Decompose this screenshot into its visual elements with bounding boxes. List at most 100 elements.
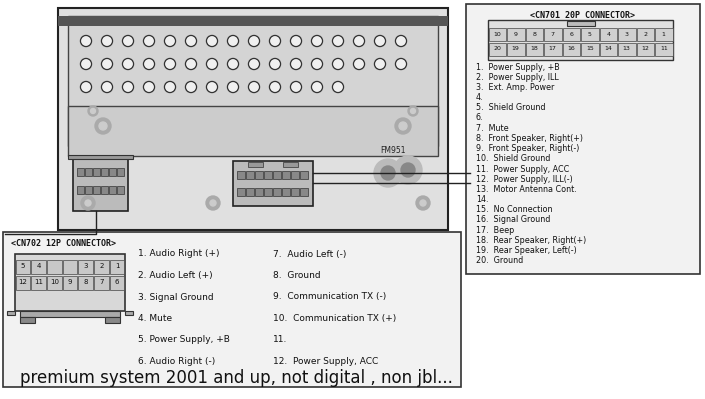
Circle shape	[250, 37, 258, 45]
Text: 13: 13	[623, 47, 631, 51]
Bar	[85, 168, 92, 176]
Text: 4.: 4.	[476, 93, 484, 102]
Text: 7.  Mute: 7. Mute	[476, 124, 508, 133]
Text: 2: 2	[643, 32, 647, 36]
Text: 5: 5	[20, 263, 25, 269]
Circle shape	[334, 37, 342, 45]
Circle shape	[229, 60, 237, 68]
Text: 14: 14	[604, 47, 612, 51]
Text: 11: 11	[660, 47, 668, 51]
Bar	[264, 171, 272, 179]
Bar	[20, 317, 35, 323]
Bar	[47, 276, 61, 290]
Bar	[68, 155, 133, 159]
Bar	[85, 186, 92, 194]
Circle shape	[395, 118, 411, 134]
Circle shape	[88, 106, 98, 116]
Circle shape	[145, 60, 153, 68]
Circle shape	[206, 196, 220, 210]
Circle shape	[381, 166, 395, 180]
Bar	[110, 260, 125, 274]
Bar	[31, 260, 46, 274]
Bar	[58, 16, 448, 26]
Circle shape	[187, 60, 195, 68]
Bar	[264, 188, 272, 196]
Text: 8.  Ground: 8. Ground	[273, 271, 321, 280]
Text: 17: 17	[548, 47, 557, 51]
Text: 3.  Ext. Amp. Power: 3. Ext. Amp. Power	[476, 83, 554, 92]
Text: premium system 2001 and up, not digital , non jbl...: premium system 2001 and up, not digital …	[20, 369, 453, 387]
Circle shape	[166, 83, 174, 91]
Bar	[109, 186, 116, 194]
Bar	[20, 311, 120, 317]
Text: 13.  Motor Antenna Cont.: 13. Motor Antenna Cont.	[476, 185, 577, 194]
Text: 4: 4	[37, 263, 41, 269]
Circle shape	[292, 60, 300, 68]
Bar	[282, 171, 290, 179]
Text: 7: 7	[99, 280, 104, 286]
Text: 5.  Shield Ground: 5. Shield Ground	[476, 103, 546, 112]
Circle shape	[355, 37, 363, 45]
Text: 9.  Front Speaker, Right(-): 9. Front Speaker, Right(-)	[476, 144, 580, 153]
Bar	[489, 43, 506, 56]
Circle shape	[124, 83, 132, 91]
Bar	[563, 43, 580, 56]
Text: 12.  Power Supply, ILL(-): 12. Power Supply, ILL(-)	[476, 175, 572, 184]
Text: 11: 11	[34, 280, 43, 286]
Bar	[507, 43, 525, 56]
Text: 3. Signal Ground: 3. Signal Ground	[138, 292, 214, 302]
Text: 7.  Audio Left (-): 7. Audio Left (-)	[273, 249, 346, 259]
Bar	[31, 276, 46, 290]
Bar	[78, 276, 93, 290]
Circle shape	[292, 83, 300, 91]
Bar	[47, 260, 61, 274]
Text: 5: 5	[588, 32, 591, 36]
Text: 10.  Shield Ground: 10. Shield Ground	[476, 154, 551, 163]
Circle shape	[187, 83, 195, 91]
Text: 20.  Ground: 20. Ground	[476, 256, 523, 265]
Bar	[246, 171, 254, 179]
Bar	[110, 276, 125, 290]
Bar	[125, 311, 133, 315]
Text: 12: 12	[18, 280, 27, 286]
Bar	[637, 43, 654, 56]
Bar	[94, 260, 109, 274]
Text: 11.  Power Supply, ACC: 11. Power Supply, ACC	[476, 164, 569, 174]
Bar	[255, 188, 263, 196]
Bar	[637, 28, 654, 41]
Circle shape	[103, 37, 111, 45]
Text: 6: 6	[570, 32, 573, 36]
Circle shape	[271, 83, 279, 91]
Circle shape	[397, 37, 405, 45]
Text: 18.  Rear Speaker, Right(+): 18. Rear Speaker, Right(+)	[476, 236, 587, 245]
Bar	[68, 16, 438, 146]
Circle shape	[376, 60, 384, 68]
Text: 3: 3	[83, 263, 88, 269]
Text: 10: 10	[50, 280, 59, 286]
Circle shape	[208, 37, 216, 45]
Circle shape	[124, 60, 132, 68]
Bar	[93, 186, 100, 194]
Bar	[109, 168, 116, 176]
Text: 18: 18	[530, 47, 538, 51]
Circle shape	[420, 200, 426, 206]
Text: 2: 2	[99, 263, 104, 269]
Text: 2. Audio Left (+): 2. Audio Left (+)	[138, 271, 213, 280]
Bar	[618, 28, 635, 41]
Text: 6. Audio Right (-): 6. Audio Right (-)	[138, 357, 215, 366]
Circle shape	[397, 60, 405, 68]
Bar	[78, 260, 93, 274]
Circle shape	[103, 83, 111, 91]
Circle shape	[229, 37, 237, 45]
Text: 9: 9	[68, 280, 72, 286]
Circle shape	[416, 196, 430, 210]
Bar	[489, 28, 506, 41]
Bar	[246, 188, 254, 196]
Text: 6: 6	[115, 280, 119, 286]
Circle shape	[210, 200, 216, 206]
Bar	[58, 8, 448, 230]
Text: 7: 7	[551, 32, 555, 36]
Text: 15: 15	[586, 47, 594, 51]
Text: 12: 12	[642, 47, 649, 51]
Text: 10: 10	[493, 32, 501, 36]
